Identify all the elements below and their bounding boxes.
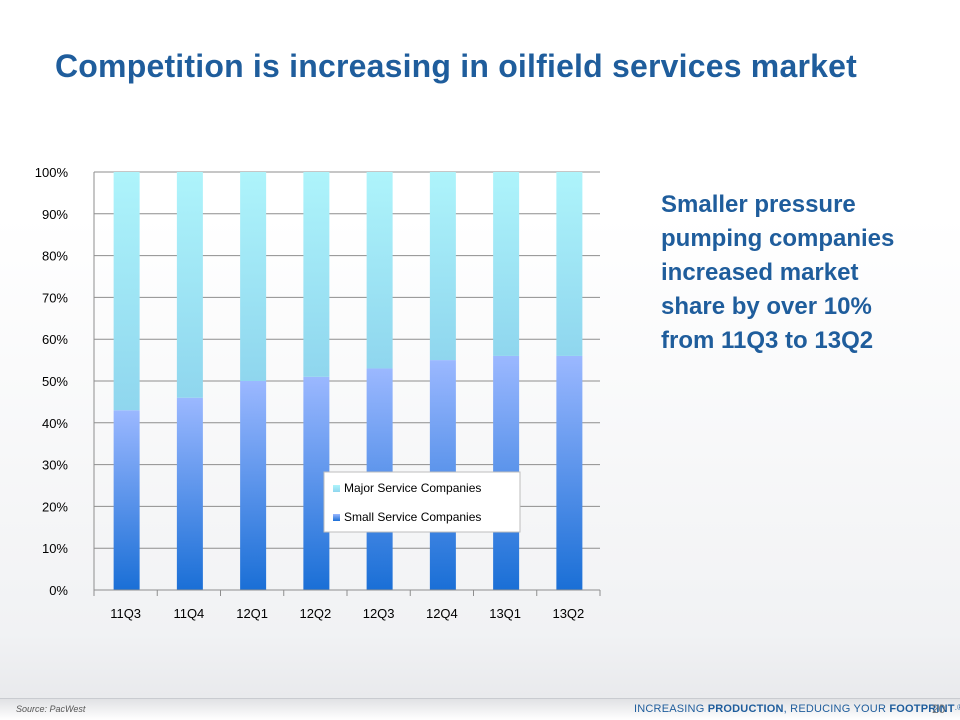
- bar-major-service: [493, 172, 520, 356]
- footer-tagline: INCREASING PRODUCTION , REDUCING YOUR FO…: [634, 703, 960, 715]
- tagline-bold-production: PRODUCTION: [707, 703, 784, 715]
- y-tick-label: 90%: [42, 207, 68, 222]
- x-tick-label: 11Q3: [110, 606, 141, 621]
- bars: [113, 172, 583, 590]
- legend-box: [323, 471, 521, 533]
- legend-swatch: [333, 485, 340, 492]
- source-note: Source: PacWest: [16, 704, 86, 714]
- footer-band: [0, 698, 960, 720]
- y-axis-ticks: 0% 10% 20% 30% 40% 50% 60% 70% 80% 90% 100%: [35, 165, 69, 598]
- slide-title: Competition is increasing in oilfield se…: [55, 48, 857, 84]
- bar-major-service: [240, 172, 267, 381]
- x-tick-label: 12Q3: [363, 606, 395, 621]
- y-tick-label: 60%: [42, 332, 68, 347]
- y-tick-label: 10%: [42, 541, 68, 556]
- bar-major-service: [429, 172, 456, 361]
- x-axis-ticks: 11Q3 11Q4 12Q1 12Q2 12Q3 12Q4 13Q1 13Q2: [93, 589, 601, 621]
- y-tick-label: 0%: [49, 583, 68, 598]
- legend-swatch: [333, 514, 340, 521]
- bar-small-service: [176, 397, 203, 590]
- y-tick-label: 80%: [42, 249, 68, 264]
- callout-text: Smaller pressure pumping companies incre…: [661, 191, 895, 354]
- tagline-mark: .®: [954, 703, 960, 712]
- legend-label: Major Service Companies: [344, 481, 481, 495]
- bar-small-service: [113, 410, 140, 590]
- bar-major-service: [366, 172, 393, 369]
- y-tick-label: 70%: [42, 290, 68, 305]
- chart-legend: Major Service Companies Small Service Com…: [323, 471, 521, 533]
- y-tick-label: 20%: [42, 499, 68, 514]
- x-tick-label: 11Q4: [173, 606, 204, 621]
- x-tick-label: 12Q1: [236, 606, 268, 621]
- footer-divider: [0, 698, 960, 699]
- x-tick-label: 13Q1: [489, 606, 521, 621]
- tagline-part: , REDUCING YOUR: [783, 703, 890, 715]
- bar-major-service: [303, 172, 330, 377]
- bar-major-service: [176, 172, 203, 398]
- bar-small-service: [556, 355, 583, 590]
- bar-major-service: [113, 172, 140, 411]
- bar-small-service: [240, 381, 267, 590]
- y-tick-label: 50%: [42, 374, 68, 389]
- y-tick-label: 100%: [35, 165, 69, 180]
- y-tick-label: 40%: [42, 416, 68, 431]
- page-number: 20: [932, 702, 946, 716]
- x-tick-label: 12Q2: [299, 606, 331, 621]
- bar-major-service: [556, 172, 583, 356]
- x-tick-label: 12Q4: [426, 606, 458, 621]
- tagline-bold-footprint: FOOTPRINT: [889, 703, 955, 715]
- x-tick-label: 13Q2: [552, 606, 584, 621]
- tagline-part: INCREASING: [634, 703, 708, 715]
- y-tick-label: 30%: [42, 458, 68, 473]
- legend-label: Small Service Companies: [344, 510, 481, 524]
